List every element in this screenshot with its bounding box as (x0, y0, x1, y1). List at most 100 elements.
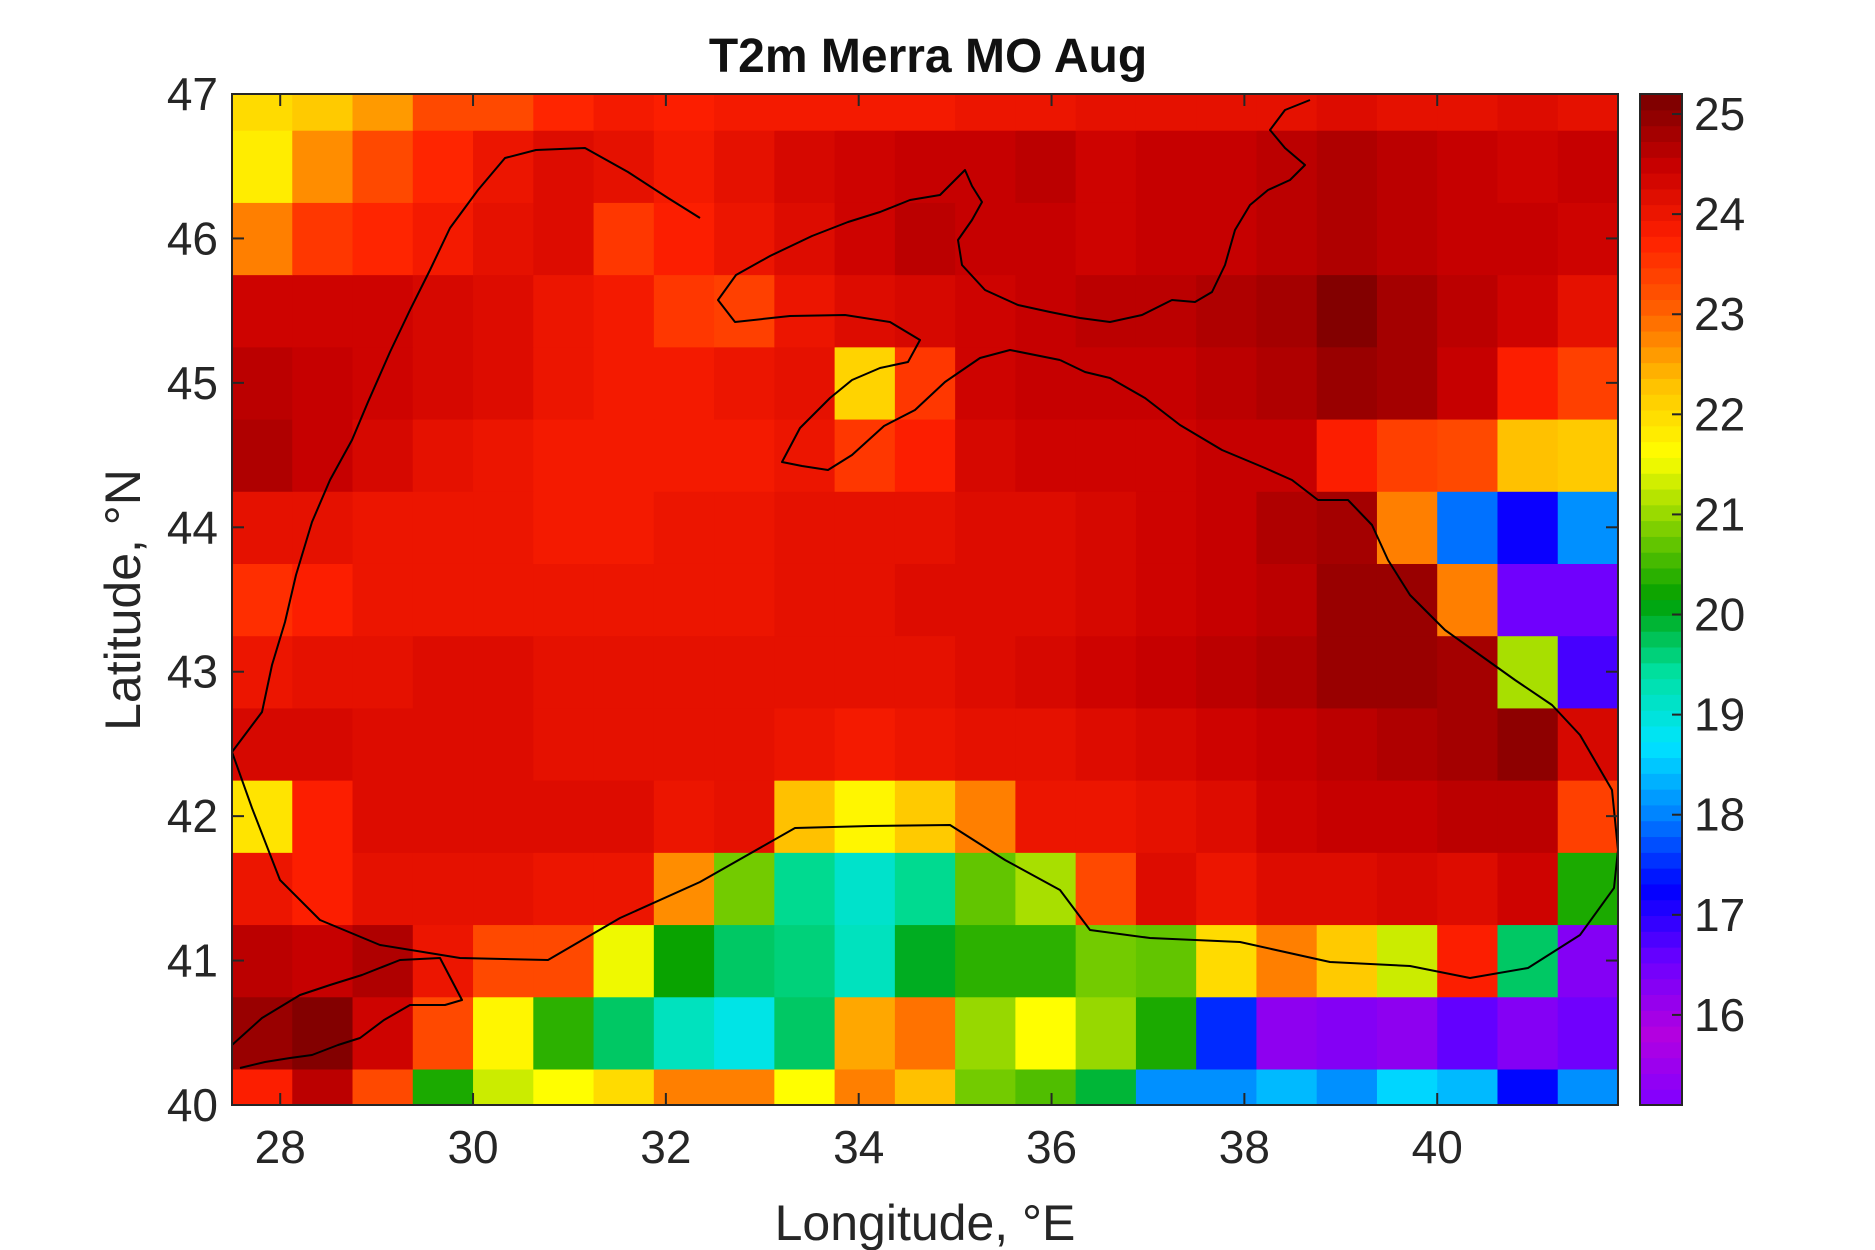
heatmap-cell (1557, 1068, 1619, 1106)
heatmap-cell (653, 346, 715, 420)
heatmap-cell (1015, 924, 1077, 998)
heatmap-cell (1497, 780, 1559, 853)
heatmap-cell (894, 707, 956, 781)
colorbar-segment (1640, 536, 1682, 553)
heatmap-cell (1316, 563, 1378, 637)
heatmap-cell (955, 491, 1016, 564)
heatmap-cell (1437, 924, 1499, 998)
heatmap-cell (473, 563, 534, 637)
heatmap-cell (955, 996, 1016, 1070)
heatmap-cell (352, 202, 414, 276)
heatmap-cell (1135, 274, 1197, 348)
heatmap-cell (653, 491, 715, 564)
heatmap-cell (473, 924, 534, 998)
colorbar-segment (1640, 315, 1682, 332)
y-axis-label: Latitude, °N (95, 469, 151, 731)
heatmap-cell (774, 563, 836, 637)
heatmap-cell (894, 94, 956, 131)
heatmap-cell (714, 202, 775, 276)
heatmap-cell (292, 346, 354, 420)
colorbar-segment (1640, 504, 1682, 522)
colorbar-segment (1640, 394, 1682, 411)
heatmap-cell (955, 707, 1016, 781)
heatmap-cell (593, 996, 655, 1070)
colorbar-segment (1640, 646, 1682, 664)
heatmap-cell (473, 780, 534, 853)
heatmap-cell (1135, 996, 1197, 1070)
heatmap-cell (714, 852, 775, 926)
heatmap-cell (653, 1068, 715, 1106)
heatmap-cell (593, 1068, 655, 1106)
heatmap-cell (1557, 707, 1619, 781)
heatmap-cell (1376, 635, 1438, 709)
heatmap-cell (653, 996, 715, 1070)
heatmap-cell (1196, 274, 1258, 348)
heatmap-cell (834, 346, 896, 420)
colorbar-segment (1640, 631, 1682, 648)
heatmap-cell (714, 1068, 775, 1106)
colorbar-segment (1640, 157, 1682, 174)
heatmap-cell (834, 780, 896, 853)
colorbar-segment (1640, 1026, 1682, 1043)
heatmap-cell (1135, 563, 1197, 637)
heatmap-cell (1437, 202, 1499, 276)
heatmap-cell (1075, 780, 1137, 853)
chart-title: T2m Merra MO Aug (709, 30, 1147, 83)
colorbar-segment (1640, 236, 1682, 253)
heatmap-cell (533, 780, 595, 853)
heatmap-cell (955, 202, 1016, 276)
colorbar-segment (1640, 425, 1682, 443)
heatmap-cell (352, 274, 414, 348)
colorbar-segment (1640, 141, 1682, 158)
heatmap-cell (1316, 852, 1378, 926)
heatmap-cell (894, 996, 956, 1070)
colorbar-segment (1640, 283, 1682, 300)
heatmap-cell (1316, 491, 1378, 564)
heatmap-cell (352, 1068, 414, 1106)
heatmap-cell (292, 852, 354, 926)
heatmap-cell (1196, 1068, 1258, 1106)
coastline-bosporus (231, 957, 463, 1069)
heatmap-cell (955, 346, 1016, 420)
heatmap-cell (593, 274, 655, 348)
colorbar-segment (1640, 678, 1682, 695)
heatmap-cell (352, 346, 414, 420)
heatmap-cell (292, 707, 354, 781)
heatmap-cell (774, 924, 836, 998)
heatmap-cell (1376, 852, 1438, 926)
colorbar-segment (1640, 915, 1682, 932)
heatmap-cell (232, 94, 293, 131)
heatmap-cell (653, 202, 715, 276)
heatmap-cell (1557, 94, 1619, 131)
x-tick-label: 40 (1412, 1121, 1463, 1173)
x-tick-label: 36 (1026, 1121, 1077, 1173)
heatmap-cell (1557, 130, 1619, 203)
heatmap-cell (1497, 491, 1559, 564)
heatmap-cell (653, 94, 715, 131)
heatmap-cell (412, 418, 474, 492)
heatmap-cell (533, 852, 595, 926)
colorbar-segment (1640, 710, 1682, 727)
heatmap-cell (1437, 346, 1499, 420)
heatmap-cell (1557, 418, 1619, 492)
heatmap-cell (412, 780, 474, 853)
y-tick-label: 42 (167, 790, 218, 842)
heatmap-cell (955, 852, 1016, 926)
heatmap-cell (774, 274, 836, 348)
colorbar-segment (1640, 346, 1682, 364)
y-tick-label: 43 (167, 646, 218, 698)
colorbar-segment (1640, 94, 1682, 111)
colorbar-segment (1640, 694, 1682, 711)
heatmap-cell (412, 924, 474, 998)
heatmap-cell (1015, 707, 1077, 781)
heatmap-cell (1135, 418, 1197, 492)
colorbar-segment (1640, 1010, 1682, 1027)
colorbar-tick-label: 19 (1694, 689, 1745, 741)
heatmap-cell (352, 94, 414, 131)
colorbar-segment (1640, 757, 1682, 774)
heatmap-cell (1075, 94, 1137, 131)
heatmap-cell (473, 418, 534, 492)
colorbar-segment (1640, 868, 1682, 885)
heatmap-cell (292, 1068, 354, 1106)
colorbar-tick-label: 16 (1694, 989, 1745, 1041)
